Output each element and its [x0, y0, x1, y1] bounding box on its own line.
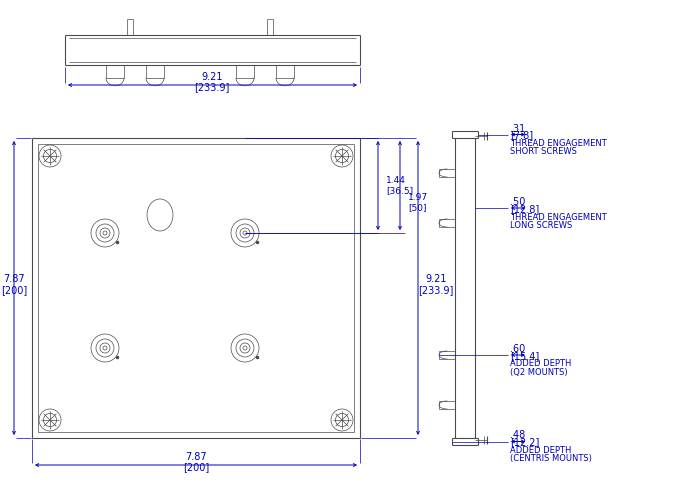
Text: [12.2]: [12.2] [510, 438, 539, 448]
Text: [15.4]: [15.4] [510, 351, 539, 361]
Text: .31: .31 [510, 124, 525, 133]
Text: 9.21: 9.21 [425, 274, 447, 284]
Text: 7.87: 7.87 [185, 452, 207, 462]
Text: .48: .48 [510, 431, 525, 441]
Text: (Q2 MOUNTS): (Q2 MOUNTS) [510, 368, 568, 377]
Text: SHORT SCREWS: SHORT SCREWS [510, 147, 577, 156]
Text: .60: .60 [510, 344, 525, 354]
Text: [200]: [200] [183, 462, 209, 472]
Text: .50: .50 [510, 197, 525, 207]
Text: ADDED DEPTH: ADDED DEPTH [510, 360, 571, 369]
Text: [12.8]: [12.8] [510, 204, 539, 214]
Text: 1.44: 1.44 [386, 176, 406, 185]
Text: THREAD ENGAGEMENT: THREAD ENGAGEMENT [510, 212, 607, 221]
Text: 7.87: 7.87 [3, 274, 25, 284]
Text: LONG SCREWS: LONG SCREWS [510, 220, 573, 229]
Text: THREAD ENGAGEMENT: THREAD ENGAGEMENT [510, 139, 607, 148]
Text: (CENTRIS MOUNTS): (CENTRIS MOUNTS) [510, 454, 592, 463]
Text: ADDED DEPTH: ADDED DEPTH [510, 446, 571, 455]
Text: 9.21: 9.21 [201, 72, 223, 82]
Text: 1.97: 1.97 [408, 193, 428, 202]
Text: [200]: [200] [1, 285, 27, 295]
Text: [7.8]: [7.8] [510, 130, 533, 140]
Text: [50]: [50] [408, 203, 427, 212]
Text: [233.9]: [233.9] [418, 285, 454, 295]
Text: [36.5]: [36.5] [386, 186, 413, 195]
Text: [233.9]: [233.9] [194, 82, 230, 92]
